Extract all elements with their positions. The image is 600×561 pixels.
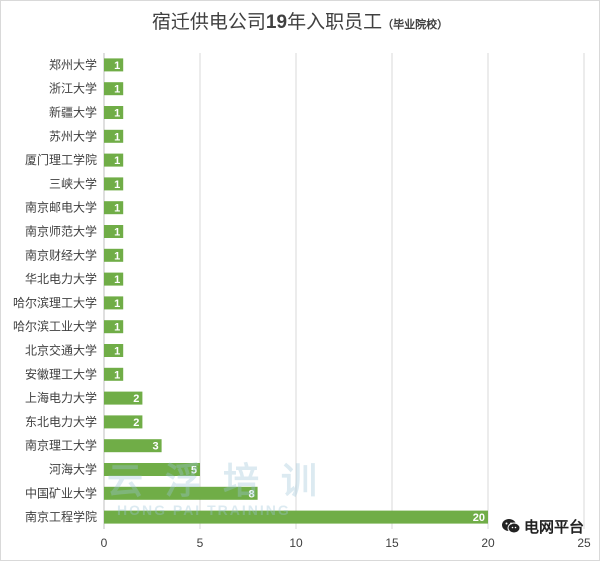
category-label: 哈尔滨理工大学 [13,295,97,310]
data-label: 1 [114,274,120,286]
data-label: 1 [114,131,120,143]
bar [104,201,124,215]
category-label: 安徽理工大学 [25,366,97,381]
watermark-main: 云 浮 培 训 [107,460,324,501]
category-label: 苏州大学 [49,128,97,143]
data-label: 20 [473,512,485,524]
x-tick-label: 5 [197,536,204,550]
bar [104,367,124,381]
bar [104,415,143,429]
data-label: 1 [114,179,120,191]
bar [104,439,162,453]
watermark-sub: HONG PAI TRAINING [117,502,291,518]
title-subtitle: （毕业院校） [382,18,449,31]
category-label: 南京工程学院 [25,509,97,524]
bar [104,463,200,476]
category-label: 南京财经大学 [25,247,97,262]
title-main-2: 年入职员工 [287,11,383,33]
data-label: 8 [248,488,254,500]
bar [104,225,124,238]
bar [104,177,124,191]
category-label: 厦门理工学院 [25,152,97,167]
category-label: 华北电力大学 [25,271,97,286]
category-label: 河海大学 [49,462,97,477]
bar [104,248,124,262]
category-label: 新疆大学 [49,105,97,120]
data-label: 1 [114,227,120,239]
x-tick-label: 20 [481,536,495,550]
data-label: 1 [114,250,120,262]
category-label: 东北电力大学 [25,414,97,429]
category-label: 郑州大学 [49,57,97,72]
category-label: 北京交通大学 [25,343,97,358]
x-tick-label: 15 [385,536,399,550]
title-main: 宿迁供电公司 [151,11,266,33]
category-label: 上海电力大学 [25,390,97,405]
bar [104,106,124,119]
bar [104,510,488,524]
bar [104,153,124,167]
bar [104,344,124,357]
x-tick-label: 0 [101,536,108,550]
bar [104,129,124,143]
bar [104,82,124,96]
bar [104,486,258,500]
category-label: 中国矿业大学 [25,485,97,500]
data-label: 3 [152,441,158,453]
x-tick-label: 25 [577,536,591,550]
data-label: 1 [114,203,120,215]
data-label: 1 [114,346,120,358]
category-label: 南京理工大学 [25,438,97,453]
category-label: 浙江大学 [49,81,97,96]
bar [104,58,124,72]
bar [104,320,124,334]
watermark: 云 浮 培 训 HONG PAI TRAINING [27,461,327,521]
brand-label: 电网平台 [524,517,585,536]
chart-title: 宿迁供电公司19年入职员工（毕业院校） [1,9,599,38]
category-label: 哈尔滨工业大学 [13,319,97,334]
x-tick-label: 10 [289,536,303,550]
bar [104,272,124,286]
data-label: 1 [114,298,120,310]
category-label: 南京邮电大学 [25,200,97,215]
data-label: 1 [114,108,120,120]
data-label: 5 [191,465,197,477]
category-label: 南京师范大学 [25,224,97,239]
data-label: 1 [114,369,120,381]
wechat-icon [502,519,521,534]
data-label: 2 [133,417,139,429]
bar [104,391,143,405]
data-label: 1 [114,84,120,96]
bar [104,296,124,310]
data-label: 1 [114,155,120,167]
data-label: 1 [114,60,120,72]
data-label: 1 [114,322,120,334]
category-label: 三峡大学 [49,176,97,191]
brand-badge: 电网平台 [501,515,584,537]
data-label: 2 [133,393,139,405]
title-year: 19 [265,12,288,33]
